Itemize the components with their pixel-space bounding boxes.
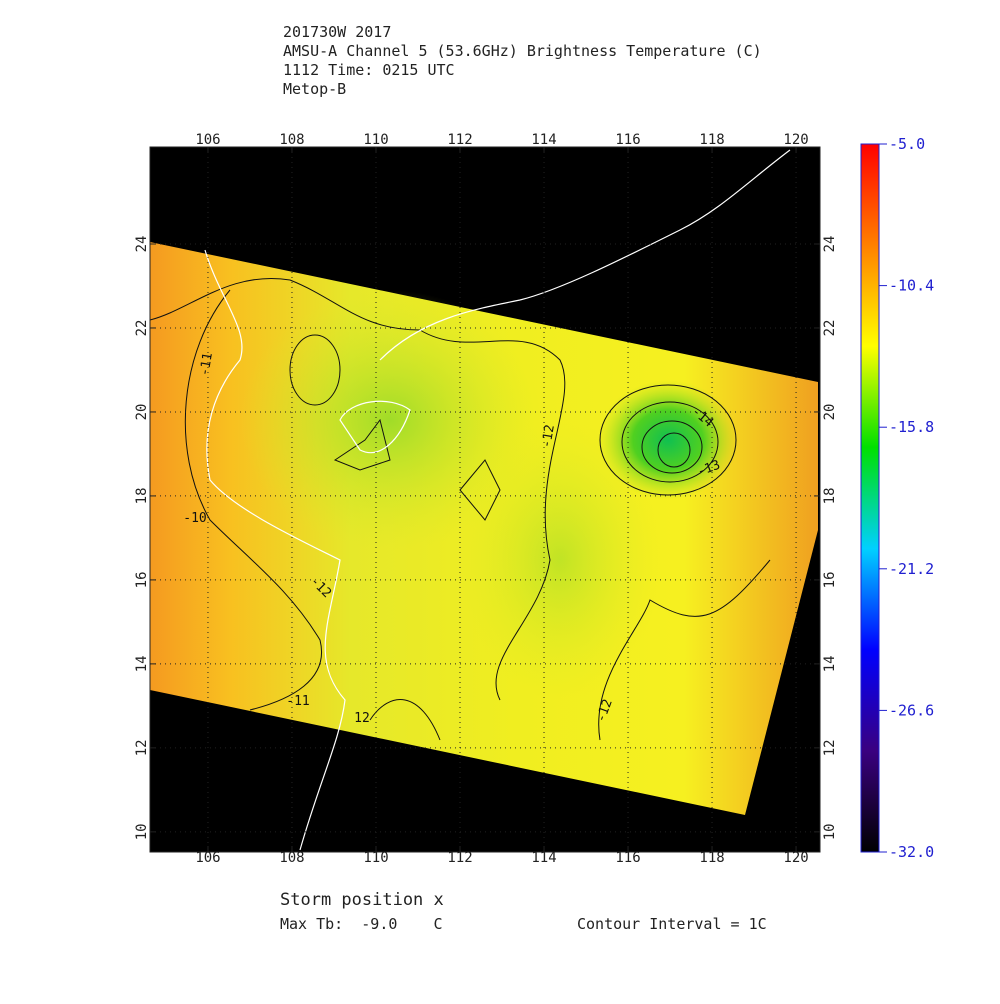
lon-label: 120 (783, 132, 808, 148)
lon-label: 114 (531, 850, 556, 866)
title-line: Metop-B (283, 80, 346, 98)
coastline (204, 249, 521, 851)
lon-label: 112 (447, 132, 472, 148)
lat-label: 18 (134, 488, 150, 505)
lat-label: 20 (134, 404, 150, 421)
lon-label: 106 (195, 132, 220, 148)
contour-interval: Contour Interval = 1C (577, 915, 767, 933)
lon-label: 110 (363, 850, 388, 866)
title-line: 201730W 2017 (283, 23, 391, 41)
contour-label: 12 (354, 711, 370, 726)
lat-label: 10 (134, 823, 150, 840)
colorbar-label: -10.4 (889, 277, 934, 295)
lat-label: 14 (134, 655, 150, 672)
contour-label: -12 (539, 424, 558, 450)
lon-label: 118 (699, 132, 724, 148)
field-area (598, 380, 738, 500)
lat-label: 18 (822, 488, 838, 505)
lon-label: 116 (615, 850, 640, 866)
lon-label: 112 (447, 850, 472, 866)
lat-label: 22 (134, 320, 150, 337)
colorbar-label: -5.0 (889, 135, 925, 153)
colorbar-label: -26.6 (889, 701, 934, 719)
lat-label: 22 (822, 320, 838, 337)
grid (150, 147, 820, 852)
header: 201730W 2017 AMSU-A Channel 5 (53.6GHz) … (283, 23, 762, 98)
lat-label: 14 (822, 655, 838, 672)
colorbar-label: -21.2 (889, 560, 934, 578)
colorbar-label: -15.8 (889, 418, 934, 436)
lon-label: 108 (279, 132, 304, 148)
contour-label: -11 (286, 694, 309, 709)
storm-position: Storm position x (280, 890, 444, 910)
colorbar-label: -32.0 (889, 843, 934, 861)
lon-label: 106 (195, 850, 220, 866)
lon-label: 118 (699, 850, 724, 866)
field-area (240, 290, 540, 550)
lat-label: 12 (134, 739, 150, 756)
lat-label: 16 (822, 571, 838, 588)
lon-label: 108 (279, 850, 304, 866)
map-field: -11-10-12-1112-12-14-13-12 (150, 147, 820, 852)
contour-label: -10 (183, 511, 206, 526)
title-line: 1112 Time: 0215 UTC (283, 61, 455, 79)
title-line: AMSU-A Channel 5 (53.6GHz) Brightness Te… (283, 42, 762, 60)
coastline (519, 149, 791, 301)
contour-label: -11 (197, 352, 216, 378)
lat-label: 24 (134, 236, 150, 253)
footer: Storm position x Max Tb: -9.0 C Contour … (280, 890, 767, 933)
lat-label: 20 (822, 404, 838, 421)
lat-label: 12 (822, 739, 838, 756)
lon-label: 110 (363, 132, 388, 148)
lat-label: 10 (822, 823, 838, 840)
max-tb: Max Tb: -9.0 C (280, 915, 443, 933)
colorbar-scale (860, 143, 880, 853)
field-area (460, 420, 660, 700)
lat-label: 16 (134, 571, 150, 588)
lat-label: 24 (822, 236, 838, 253)
plot-frame (149, 146, 821, 853)
lon-label: 116 (615, 132, 640, 148)
axes: 106 106 108 108 110 110 112 112 114 114 116 116 118 1… (134, 132, 838, 866)
lon-label: 114 (531, 132, 556, 148)
colorbar: -5.0 -10.4 -15.8 -21.2 -26.6 -32.0 (860, 135, 934, 861)
contours (150, 278, 771, 741)
lon-label: 120 (783, 850, 808, 866)
